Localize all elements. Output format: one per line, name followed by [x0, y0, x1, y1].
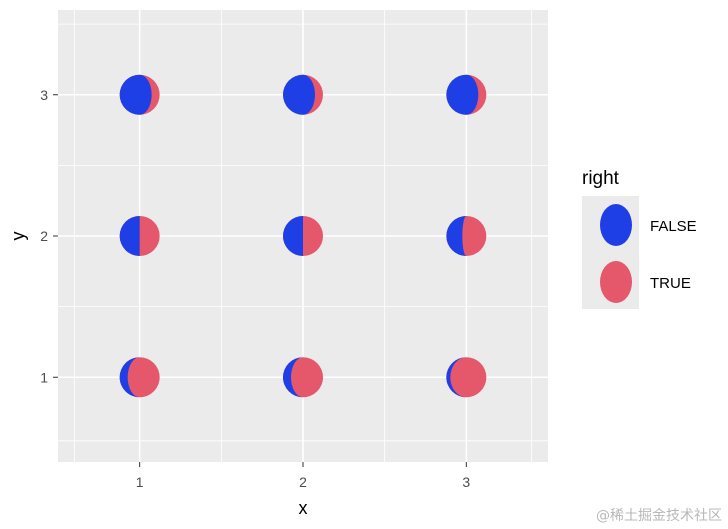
point-false-part [119, 74, 152, 115]
point [446, 357, 487, 398]
legend-label: FALSE [650, 218, 697, 235]
x-axis-title: x [299, 498, 308, 518]
y-axis-title: y [8, 232, 28, 241]
legend-key [600, 204, 632, 246]
point [119, 74, 160, 115]
axes: 1 2 3 1 2 3 [40, 87, 470, 490]
point-false-part [283, 216, 303, 256]
point [119, 216, 160, 256]
point [119, 357, 160, 398]
legend-label: TRUE [650, 275, 691, 292]
legend-title: right [582, 168, 620, 189]
legend-key [600, 261, 632, 303]
point [283, 216, 323, 256]
point [283, 357, 323, 398]
point [446, 216, 487, 256]
y-tick-label: 2 [40, 228, 48, 244]
point-true-part [446, 357, 487, 398]
y-tick-label: 1 [40, 369, 48, 385]
point-false-part [446, 74, 479, 115]
point-false-part [283, 74, 315, 115]
point-true-part [119, 357, 160, 398]
point-false-part [119, 357, 140, 398]
y-tick-label: 3 [40, 87, 48, 103]
point-false-part [283, 357, 303, 398]
x-tick-label: 1 [136, 474, 144, 490]
watermark: @稀土掘金技术社区 [596, 508, 722, 524]
point-true-part [283, 357, 323, 398]
point-false-part [119, 216, 140, 256]
x-tick-label: 3 [462, 474, 470, 490]
legend: right FALSE TRUE [582, 168, 697, 309]
point [446, 74, 487, 115]
point-false-part [446, 216, 467, 256]
x-tick-label: 2 [299, 474, 307, 490]
points-layer [119, 74, 487, 398]
point [283, 74, 323, 115]
point-false-part [446, 357, 467, 398]
